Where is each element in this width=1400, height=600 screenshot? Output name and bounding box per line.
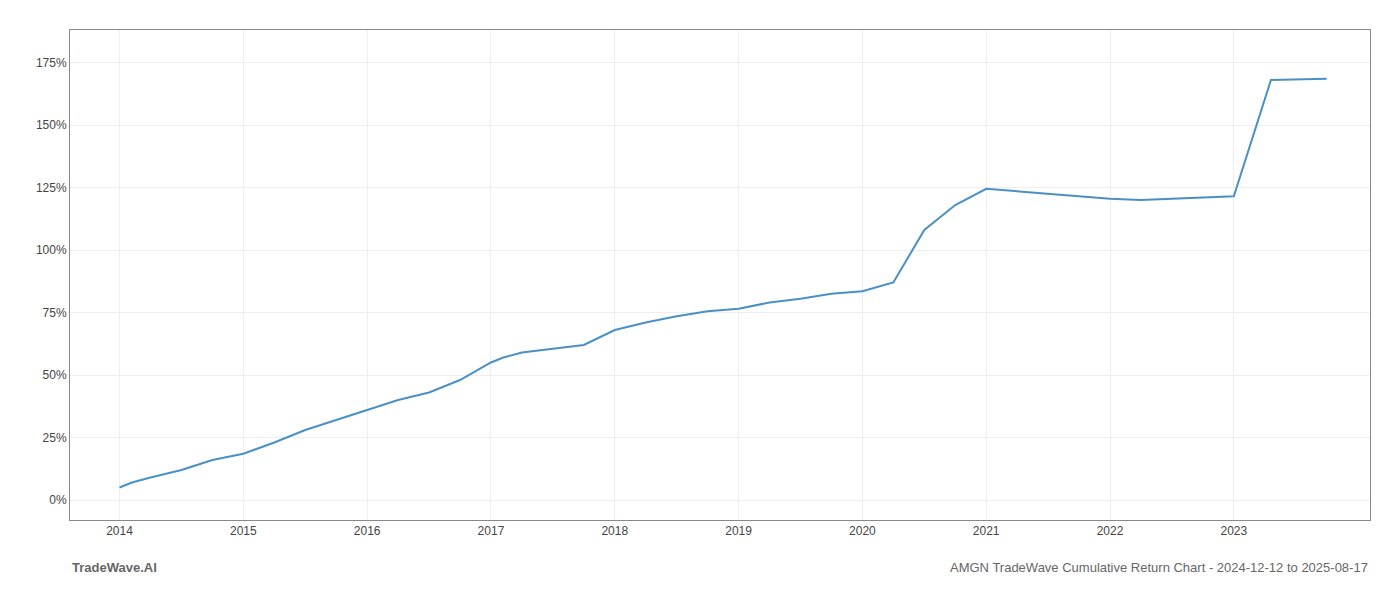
svg-text:2014: 2014 — [106, 524, 133, 538]
svg-text:2017: 2017 — [478, 524, 505, 538]
svg-text:2022: 2022 — [1097, 524, 1124, 538]
svg-text:125%: 125% — [36, 181, 67, 195]
svg-text:AMGN TradeWave Cumulative Retu: AMGN TradeWave Cumulative Return Chart -… — [950, 560, 1368, 575]
svg-text:100%: 100% — [36, 243, 67, 257]
svg-text:2015: 2015 — [230, 524, 257, 538]
svg-text:0%: 0% — [49, 493, 67, 507]
svg-text:TradeWave.AI: TradeWave.AI — [72, 560, 157, 575]
svg-text:2019: 2019 — [725, 524, 752, 538]
svg-text:2018: 2018 — [601, 524, 628, 538]
svg-text:2021: 2021 — [973, 524, 1000, 538]
svg-text:25%: 25% — [43, 431, 67, 445]
svg-text:150%: 150% — [36, 118, 67, 132]
svg-text:75%: 75% — [43, 306, 67, 320]
svg-text:50%: 50% — [43, 368, 67, 382]
svg-text:2020: 2020 — [849, 524, 876, 538]
svg-text:2023: 2023 — [1220, 524, 1247, 538]
svg-text:2016: 2016 — [354, 524, 381, 538]
svg-text:175%: 175% — [36, 56, 67, 70]
